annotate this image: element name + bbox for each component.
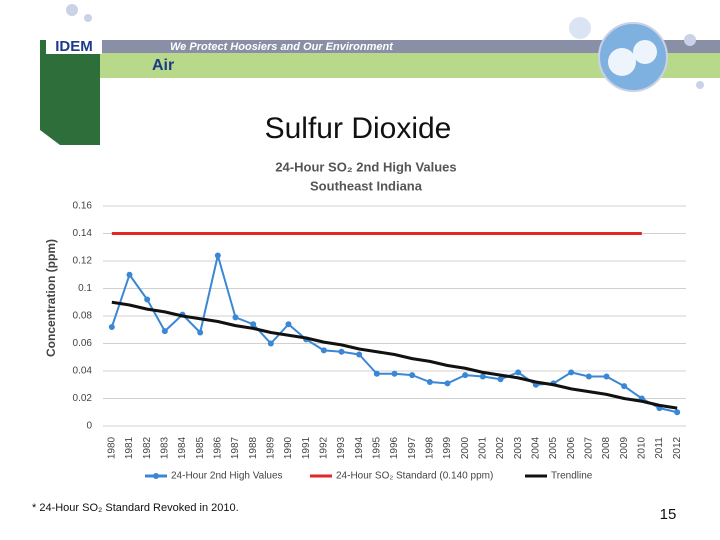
y-tick-label: 0.14	[73, 228, 93, 239]
legend-marker	[153, 473, 159, 479]
x-tick-label: 1984	[177, 436, 188, 459]
point	[621, 383, 628, 390]
point	[126, 271, 133, 278]
series-line	[110, 254, 678, 414]
point	[444, 380, 451, 387]
x-tick-label: 1980	[106, 436, 117, 459]
point	[603, 373, 610, 380]
y-tick-label: 0.08	[73, 311, 93, 322]
point	[479, 373, 486, 380]
x-tick-label: 1999	[442, 436, 453, 459]
point	[426, 379, 433, 385]
chart-subtitle: Southeast Indiana	[310, 178, 423, 193]
slide-title: Sulfur Dioxide	[265, 112, 452, 145]
page-number: 15	[660, 506, 677, 523]
x-tick-label: 2010	[636, 436, 647, 459]
y-tick-label: 0.16	[73, 201, 93, 212]
point	[108, 324, 115, 330]
x-tick-label: 1981	[124, 436, 135, 459]
x-tick-label: 1990	[283, 436, 294, 459]
x-tick-label: 2000	[460, 436, 471, 459]
point	[144, 296, 151, 303]
x-tick-label: 2012	[672, 436, 683, 459]
point	[585, 373, 592, 380]
y-tick-label: 0.06	[73, 338, 93, 349]
x-tick-label: 1982	[142, 436, 153, 459]
x-tick-label: 1989	[265, 436, 276, 459]
chart-title: 24-Hour SO₂ 2nd High Values	[275, 159, 456, 174]
banner-band	[100, 40, 720, 53]
x-tick-label: 2002	[495, 436, 506, 459]
bubble	[684, 34, 696, 46]
point	[515, 369, 522, 376]
point	[462, 372, 469, 379]
series-line	[111, 300, 678, 410]
header-art	[40, 4, 720, 145]
x-tick-label: 2009	[619, 436, 630, 459]
x-tick-label: 1985	[195, 436, 206, 459]
point	[250, 321, 257, 328]
point	[391, 370, 398, 377]
point	[232, 314, 239, 321]
banner-text: We Protect Hoosiers and Our Environment	[170, 41, 394, 53]
x-tick-label: 1994	[354, 436, 365, 459]
x-tick-label: 1998	[424, 436, 435, 459]
point	[356, 351, 363, 358]
x-tick-label: 1993	[336, 436, 347, 459]
x-tick-label: 1983	[159, 436, 170, 459]
x-tick-label: 2001	[477, 436, 488, 459]
bubble	[84, 14, 92, 22]
point	[285, 321, 292, 328]
y-tick-label: 0.04	[73, 366, 93, 377]
x-tick-label: 2003	[513, 436, 524, 459]
logo-shape	[40, 40, 100, 145]
point	[373, 370, 380, 377]
point	[267, 340, 274, 347]
x-tick-label: 1995	[371, 436, 382, 459]
section-text: Air	[152, 57, 174, 74]
x-tick-label: 2005	[548, 436, 559, 459]
x-tick-label: 2007	[583, 436, 594, 459]
x-tick-label: 1988	[248, 436, 259, 459]
y-tick-label: 0.12	[73, 256, 93, 267]
point	[320, 347, 327, 354]
logo-text: IDEM	[55, 38, 93, 55]
point	[197, 329, 204, 336]
y-tick-label: 0.1	[78, 283, 92, 294]
cloud	[633, 40, 657, 64]
x-tick-label: 1996	[389, 436, 400, 459]
point	[568, 369, 575, 376]
y-tick-label: 0.02	[73, 393, 93, 404]
point	[161, 328, 168, 335]
legend-label: 24-Hour SO₂ Standard (0.140 ppm)	[336, 471, 493, 482]
logo-box	[46, 38, 102, 54]
point	[338, 348, 345, 355]
point	[497, 376, 504, 383]
y-tick-label: 0	[86, 421, 92, 432]
bubble	[66, 4, 78, 16]
x-tick-label: 2006	[566, 436, 577, 459]
x-tick-label: 1987	[230, 436, 241, 459]
bubble	[569, 17, 591, 39]
x-tick-label: 1992	[318, 436, 329, 459]
x-tick-label: 1997	[407, 436, 418, 459]
legend-label: Trendline	[551, 471, 593, 482]
cloud	[608, 48, 636, 76]
point	[674, 409, 681, 416]
legend-label: 24-Hour 2nd High Values	[171, 471, 283, 482]
footnote: * 24-Hour SO₂ Standard Revoked in 2010.	[32, 502, 239, 514]
x-tick-label: 2004	[530, 436, 541, 459]
y-axis-label: Concentration (ppm)	[44, 239, 58, 357]
point	[214, 252, 221, 259]
x-tick-label: 2011	[654, 437, 665, 459]
point	[409, 372, 416, 379]
x-tick-label: 1986	[212, 436, 223, 459]
x-tick-label: 2008	[601, 436, 612, 459]
bubble	[696, 81, 704, 89]
x-tick-label: 1991	[301, 436, 312, 459]
